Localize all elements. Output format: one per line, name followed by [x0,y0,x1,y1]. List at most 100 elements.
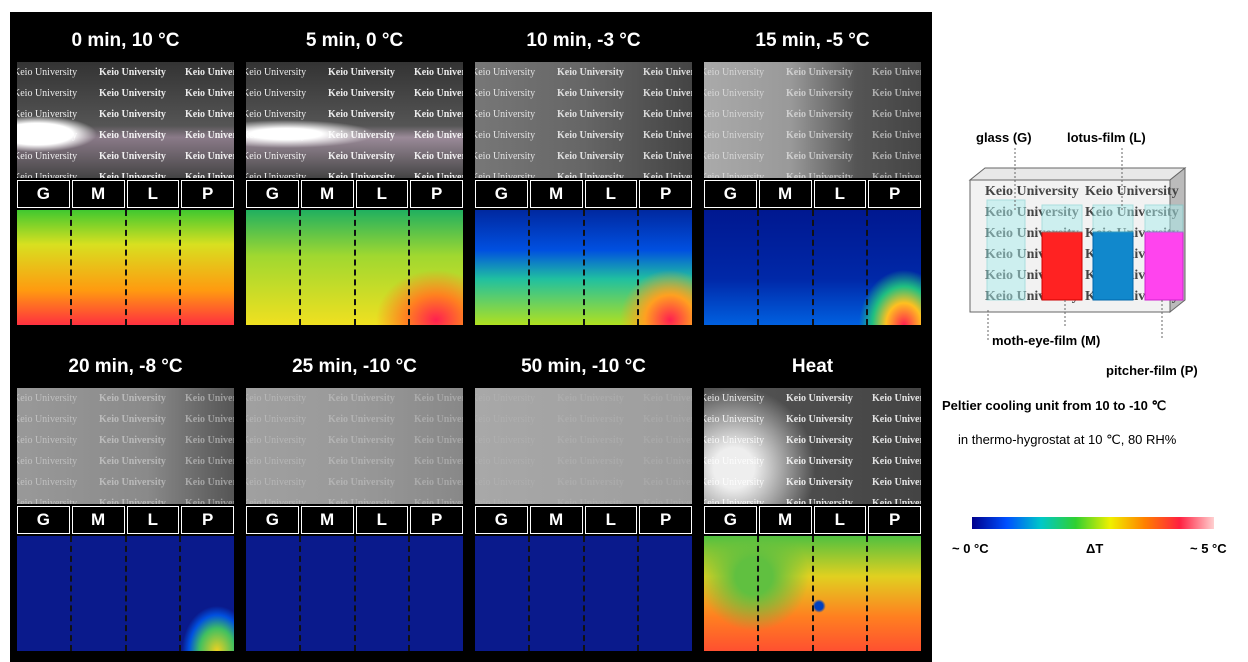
photo-text: Keio University [704,393,764,404]
photo-text: Keio University [704,456,764,467]
photo-text: Keio University [17,172,77,178]
photo-text: Keio University [557,130,624,141]
photo-text: Keio University [643,477,692,488]
diagram-text: Keio University [1085,184,1179,199]
divider [408,536,410,651]
photo-text: Keio University [246,393,306,404]
photo-text: Keio University [872,456,921,467]
divider [179,536,181,651]
photo: Keio University Keio University Keio Unive… [475,62,692,178]
film-label: G [246,506,299,534]
photo: Keio University Keio University Keio Unive… [704,388,921,504]
photo-text: Keio University [414,393,463,404]
photo-text: Keio University [328,498,395,504]
photo-text: Keio University [786,456,853,467]
film-label: L [127,180,180,208]
film-label: M [530,180,583,208]
photo-text: Keio University [185,172,234,178]
photo-text: Keio University [786,414,853,425]
photo-text: Keio University [643,498,692,504]
divider [637,210,639,325]
divider [354,536,356,651]
film-label: L [585,180,638,208]
colorbar [972,517,1214,529]
photo-text: Keio University [557,393,624,404]
photo-text: Keio University [643,88,692,99]
divider [125,536,127,651]
photo-text: Keio University [328,172,395,178]
photo-text: Keio University [328,88,395,99]
photo-text: Keio University [185,88,234,99]
film-label: P [410,180,463,208]
photo-text: Keio University [246,477,306,488]
film-label: L [356,180,409,208]
photo-text: Keio University [557,88,624,99]
photo-text: Keio University [99,67,166,78]
photo-text: Keio University [786,88,853,99]
photo-text: Keio University [185,498,234,504]
photo-text: Keio University [99,414,166,425]
photo-text: Keio University [704,88,764,99]
divider [299,210,301,325]
film-label: G [704,180,757,208]
thermal-image [246,210,463,325]
photo-text: Keio University [17,498,77,504]
photo-text: Keio University [414,151,463,162]
photo-text: Keio University [786,498,853,504]
photo-text: Keio University [475,393,535,404]
photo-text: Keio University [704,130,764,141]
photo-text: Keio University [872,435,921,446]
film-label: M [301,506,354,534]
photo-text: Keio University [475,109,535,120]
label-pitcher: pitcher-film (P) [1106,363,1198,378]
photo-text: Keio University [643,393,692,404]
thermal-image [17,210,234,325]
photo-text: Keio University [17,88,77,99]
film-label: M [301,180,354,208]
photo-text: Keio University [475,477,535,488]
photo-text: Keio University [99,456,166,467]
photo-text: Keio University [246,498,306,504]
photo-text: Keio University [17,151,77,162]
thermal-image [475,536,692,651]
divider [299,536,301,651]
divider [583,210,585,325]
photo-text: Keio University [872,109,921,120]
colorbar-mid: ΔT [1086,541,1103,556]
photo-text: Keio University [328,151,395,162]
label-moth: moth-eye-film (M) [992,333,1100,348]
photo-text: Keio University [475,67,535,78]
divider [757,210,759,325]
photo-text: Keio University [557,109,624,120]
photo-text: Keio University [475,498,535,504]
photo-text: Keio University [557,498,624,504]
thermal-image [475,210,692,325]
divider [125,210,127,325]
photo-text: Keio University [704,67,764,78]
photo-text: Keio University [414,498,463,504]
photo-text: Keio University [475,435,535,446]
photo: Keio University Keio University Keio Unive… [246,62,463,178]
photo: Keio University Keio University Keio Unive… [246,388,463,504]
colorbar-min: ~ 0 °C [952,541,989,556]
film-label: L [585,506,638,534]
photo-text: Keio University [185,151,234,162]
photo: Keio University Keio University Keio Unive… [475,388,692,504]
photo-text: Keio University [643,130,692,141]
photo-text: Keio University [786,130,853,141]
photo-text: Keio University [872,498,921,504]
panel-title: 25 min, -10 °C [246,356,463,378]
divider [528,536,530,651]
photo-text: Keio University [704,109,764,120]
photo-text: Keio University [17,67,77,78]
film-label: P [639,506,692,534]
photo-text: Keio University [17,130,77,141]
photo-text: Keio University [414,477,463,488]
photo-text: Keio University [414,67,463,78]
